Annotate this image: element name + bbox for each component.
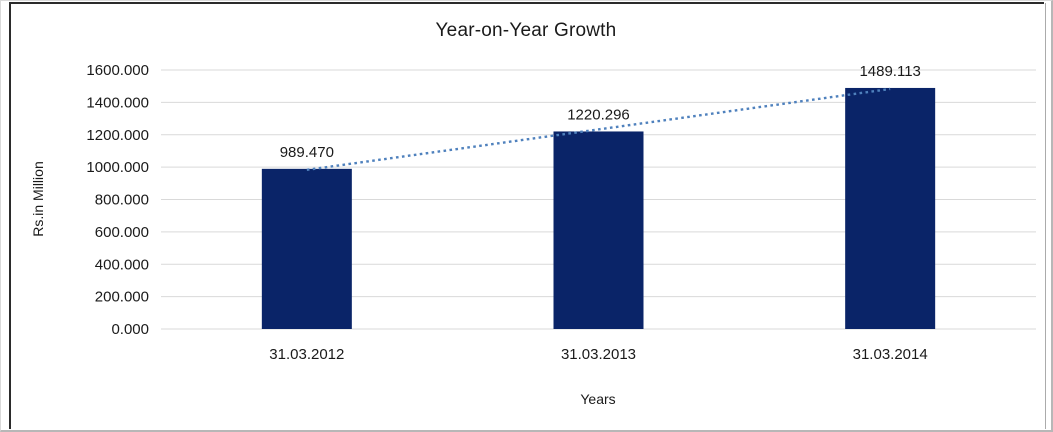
- bar: [553, 131, 644, 329]
- chart-border-left: [9, 2, 11, 429]
- bar-value-label: 1220.296: [567, 106, 630, 123]
- y-tick-label: 1600.000: [86, 62, 149, 79]
- y-tick-label: 1200.000: [86, 127, 149, 144]
- chart-border-right: [1045, 3, 1046, 429]
- x-category-label: 31.03.2012: [269, 346, 344, 363]
- bar-value-label: 989.470: [280, 144, 334, 161]
- trendline: [306, 87, 891, 172]
- chart-title: Year-on-Year Growth: [435, 20, 617, 41]
- x-category-label: 31.03.2013: [561, 346, 636, 363]
- bar-value-label: 1489.113: [859, 63, 920, 80]
- y-tick-label: 600.000: [95, 224, 149, 241]
- bar: [845, 87, 936, 330]
- y-tick-label: 1400.000: [86, 94, 149, 111]
- x-axis-title: Years: [580, 391, 616, 407]
- y-tick-label: 0.000: [111, 321, 149, 338]
- y-tick-label: 800.000: [95, 192, 149, 209]
- y-tick-label: 200.000: [95, 289, 149, 306]
- y-tick-label: 1000.000: [86, 159, 149, 176]
- x-category-label: 31.03.2014: [853, 346, 928, 363]
- bar: [261, 168, 352, 329]
- y-tick-label: 400.000: [95, 256, 149, 273]
- chart-border-top: [9, 2, 1044, 4]
